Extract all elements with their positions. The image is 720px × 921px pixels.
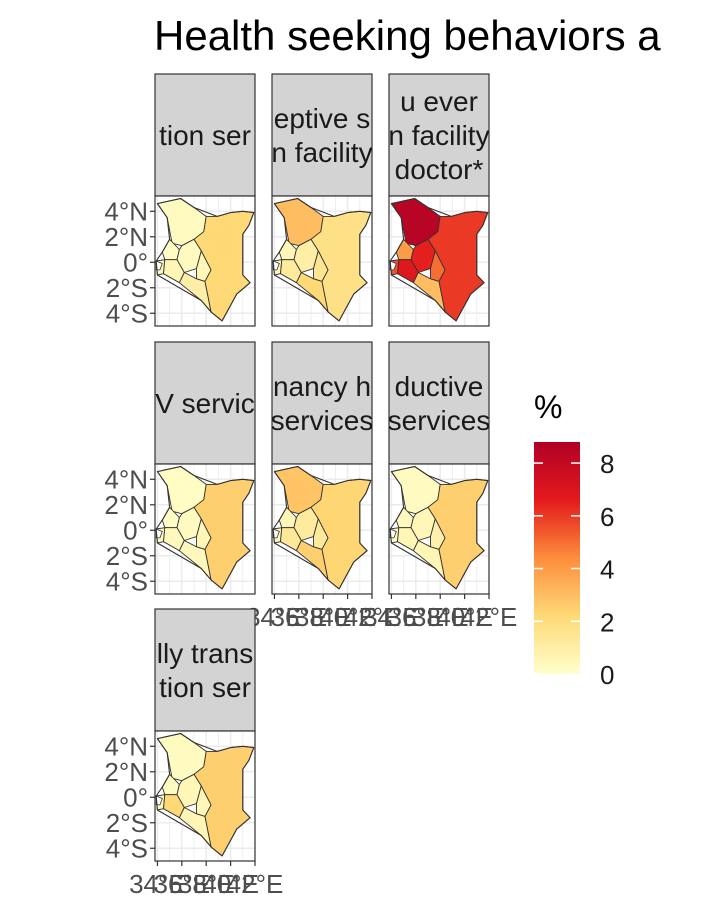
facet-panel: V servic 4°N2°N0°2°S4°S bbox=[104, 341, 256, 596]
country-outline bbox=[389, 197, 489, 322]
facet-strip-line: u ever bbox=[400, 86, 478, 117]
facet-strip bbox=[154, 341, 256, 465]
x-tick-label: 36°E bbox=[153, 869, 210, 899]
chart-title: Health seeking behaviors a bbox=[154, 12, 661, 59]
facet-strip-label: V servic bbox=[155, 388, 255, 419]
facet-panel: u ever n facility doctor* bbox=[388, 73, 490, 327]
choropleth-map bbox=[155, 732, 255, 857]
x-tick-label: 38°E bbox=[178, 869, 235, 899]
facet-strip-line: nancy h bbox=[273, 371, 371, 402]
facet-strip-line: lly trans bbox=[157, 638, 253, 669]
y-tick-label: 2°S bbox=[106, 273, 148, 303]
map-panel-border bbox=[154, 730, 256, 862]
country-outline bbox=[155, 465, 255, 590]
facet-strip bbox=[271, 341, 373, 465]
facet-strip-line: doctor* bbox=[395, 154, 484, 185]
facet-strip bbox=[154, 73, 256, 197]
y-tick-label: 4°S bbox=[106, 298, 148, 328]
choropleth-map bbox=[389, 197, 489, 322]
map-panel-border bbox=[154, 463, 256, 595]
legend: % 0 2 4 6 8 bbox=[534, 389, 614, 690]
legend-colorbar bbox=[534, 442, 580, 674]
choropleth-map bbox=[389, 465, 489, 590]
choropleth-map bbox=[155, 197, 255, 322]
map-panel-border bbox=[388, 195, 490, 327]
y-tick-label: 4°N bbox=[104, 731, 148, 761]
legend-tick-label: 6 bbox=[600, 502, 614, 532]
choropleth-map bbox=[272, 197, 372, 322]
map-panel-border bbox=[154, 195, 256, 327]
y-tick-label: 4°N bbox=[104, 464, 148, 494]
x-tick-label: 40°E bbox=[319, 602, 376, 632]
legend-title: % bbox=[534, 389, 562, 425]
facet-strip-label: tion ser bbox=[159, 120, 251, 151]
facet-strip bbox=[388, 341, 490, 465]
x-tick-label: 40°E bbox=[436, 602, 493, 632]
facet-panel: ductive services 34°E36°E38°E40°E42°E bbox=[363, 341, 518, 632]
facet-strip-line: services bbox=[271, 405, 374, 436]
choropleth-map bbox=[272, 465, 372, 590]
y-tick-label: 4°S bbox=[106, 566, 148, 596]
facet-strip-line: services bbox=[388, 405, 491, 436]
legend-tick-label: 2 bbox=[600, 607, 614, 637]
x-tick-label: 36°E bbox=[387, 602, 444, 632]
legend-tick-label: 0 bbox=[600, 660, 614, 690]
y-tick-label: 2°N bbox=[104, 757, 148, 787]
y-tick-label: 4°N bbox=[104, 196, 148, 226]
country-outline bbox=[272, 465, 372, 590]
x-tick-label: 42°E bbox=[344, 602, 401, 632]
x-tick-label: 38°E bbox=[295, 602, 352, 632]
x-tick-label: 40°E bbox=[202, 869, 259, 899]
facet-strip-label: nancy h services bbox=[271, 371, 374, 436]
facet-panel: lly trans tion ser 4°N2°N0°2°S4°S 34°E36°E3… bbox=[104, 608, 284, 899]
facet-panel: tion ser 4°N2°N0°2°S4°S bbox=[104, 73, 256, 328]
country-outline bbox=[389, 465, 489, 590]
facet-strip-line: V servic bbox=[155, 388, 255, 419]
facet-strip bbox=[271, 73, 373, 197]
y-tick-label: 2°S bbox=[106, 808, 148, 838]
y-tick-label: 2°N bbox=[104, 490, 148, 520]
facet-strip-line: eptive s bbox=[274, 103, 371, 134]
x-tick-label: 42°E bbox=[461, 602, 518, 632]
y-tick-label: 4°S bbox=[106, 833, 148, 863]
y-tick-label: 0° bbox=[123, 782, 148, 812]
choropleth-map bbox=[155, 465, 255, 590]
legend-tick-label: 8 bbox=[600, 449, 614, 479]
map-panel-border bbox=[271, 195, 373, 327]
facet-strip bbox=[388, 73, 490, 197]
country-outline bbox=[155, 732, 255, 857]
country-outline bbox=[155, 197, 255, 322]
y-tick-label: 0° bbox=[123, 515, 148, 545]
y-tick-label: 2°S bbox=[106, 541, 148, 571]
facet-strip-label: lly trans tion ser bbox=[157, 638, 253, 703]
facet-strip-line: tion ser bbox=[159, 120, 251, 151]
facet-strip-line: tion ser bbox=[159, 672, 251, 703]
facet-strip-line: ductive bbox=[395, 371, 484, 402]
y-tick-label: 2°N bbox=[104, 222, 148, 252]
x-tick-label: 34°E bbox=[129, 869, 186, 899]
country-outline bbox=[272, 197, 372, 322]
map-panel-border bbox=[388, 463, 490, 595]
x-tick-label: 42°E bbox=[227, 869, 284, 899]
facet-strip-label: u ever n facility doctor* bbox=[388, 86, 489, 185]
facet-strip-line: n facility bbox=[271, 137, 372, 168]
facet-strip bbox=[154, 608, 256, 732]
facet-strip-label: ductive services bbox=[388, 371, 491, 436]
x-tick-label: 34°E bbox=[363, 602, 420, 632]
facet-strip-line: n facility bbox=[388, 120, 489, 151]
legend-tick-label: 4 bbox=[600, 555, 614, 585]
x-tick-label: 38°E bbox=[412, 602, 469, 632]
y-tick-label: 0° bbox=[123, 247, 148, 277]
x-tick-label: 36°E bbox=[270, 602, 327, 632]
map-panel-border bbox=[271, 463, 373, 595]
